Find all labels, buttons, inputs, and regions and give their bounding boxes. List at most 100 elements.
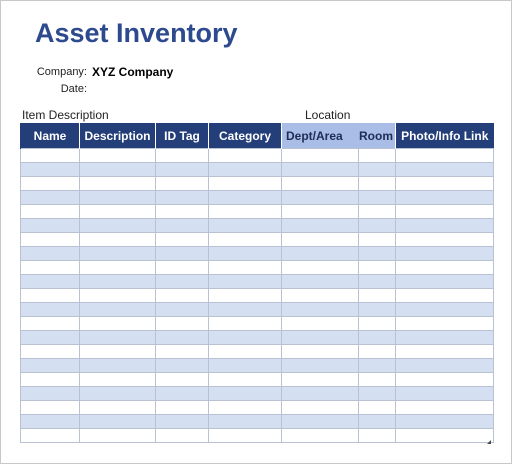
table-cell[interactable] <box>395 386 494 401</box>
table-cell[interactable] <box>395 148 494 163</box>
table-cell[interactable] <box>79 148 156 163</box>
table-cell[interactable] <box>281 218 359 233</box>
table-cell[interactable] <box>208 190 282 205</box>
table-cell[interactable] <box>358 372 396 387</box>
table-cell[interactable] <box>281 414 359 429</box>
table-cell[interactable] <box>358 218 396 233</box>
table-cell[interactable] <box>155 400 209 415</box>
table-cell[interactable] <box>395 344 494 359</box>
table-cell[interactable] <box>358 288 396 303</box>
table-cell[interactable] <box>281 372 359 387</box>
table-cell[interactable] <box>20 428 80 443</box>
table-cell[interactable] <box>358 274 396 289</box>
table-cell[interactable] <box>208 344 282 359</box>
table-cell[interactable] <box>155 386 209 401</box>
table-cell[interactable] <box>208 302 282 317</box>
table-cell[interactable] <box>395 288 494 303</box>
column-header-category[interactable]: Category <box>208 123 282 149</box>
table-cell[interactable] <box>20 386 80 401</box>
table-cell[interactable] <box>20 190 80 205</box>
table-cell[interactable] <box>79 232 156 247</box>
table-cell[interactable] <box>395 400 494 415</box>
table-cell[interactable] <box>281 288 359 303</box>
table-cell[interactable] <box>358 190 396 205</box>
table-cell[interactable] <box>281 232 359 247</box>
table-cell[interactable] <box>358 400 396 415</box>
table-cell[interactable] <box>79 274 156 289</box>
table-cell[interactable] <box>358 260 396 275</box>
table-cell[interactable] <box>155 330 209 345</box>
table-cell[interactable] <box>208 176 282 191</box>
table-cell[interactable] <box>208 232 282 247</box>
table-cell[interactable] <box>208 260 282 275</box>
table-cell[interactable] <box>358 428 396 443</box>
table-cell[interactable] <box>79 288 156 303</box>
table-cell[interactable] <box>395 428 494 443</box>
table-cell[interactable] <box>281 316 359 331</box>
table-cell[interactable] <box>155 288 209 303</box>
table-cell[interactable] <box>20 400 80 415</box>
table-cell[interactable] <box>395 302 494 317</box>
table-cell[interactable] <box>20 344 80 359</box>
table-cell[interactable] <box>281 386 359 401</box>
table-cell[interactable] <box>20 316 80 331</box>
table-cell[interactable] <box>358 414 396 429</box>
table-cell[interactable] <box>79 218 156 233</box>
table-cell[interactable] <box>79 358 156 373</box>
table-cell[interactable] <box>395 274 494 289</box>
table-cell[interactable] <box>395 260 494 275</box>
table-cell[interactable] <box>208 148 282 163</box>
table-cell[interactable] <box>20 246 80 261</box>
table-cell[interactable] <box>281 274 359 289</box>
table-cell[interactable] <box>79 260 156 275</box>
table-cell[interactable] <box>155 204 209 219</box>
table-cell[interactable] <box>358 386 396 401</box>
table-cell[interactable] <box>395 414 494 429</box>
table-cell[interactable] <box>281 148 359 163</box>
table-cell[interactable] <box>208 316 282 331</box>
table-cell[interactable] <box>358 344 396 359</box>
table-cell[interactable] <box>281 344 359 359</box>
column-header-photo-info-link[interactable]: Photo/Info Link <box>395 123 494 149</box>
table-cell[interactable] <box>20 302 80 317</box>
table-cell[interactable] <box>358 316 396 331</box>
column-header-id-tag[interactable]: ID Tag <box>155 123 209 149</box>
table-cell[interactable] <box>281 428 359 443</box>
table-cell[interactable] <box>358 148 396 163</box>
table-cell[interactable] <box>395 330 494 345</box>
table-cell[interactable] <box>20 358 80 373</box>
table-cell[interactable] <box>20 372 80 387</box>
table-cell[interactable] <box>155 414 209 429</box>
table-cell[interactable] <box>281 358 359 373</box>
table-cell[interactable] <box>155 344 209 359</box>
table-cell[interactable] <box>20 274 80 289</box>
table-cell[interactable] <box>79 316 156 331</box>
table-cell[interactable] <box>155 316 209 331</box>
table-cell[interactable] <box>155 428 209 443</box>
table-cell[interactable] <box>208 358 282 373</box>
table-cell[interactable] <box>395 316 494 331</box>
column-header-dept-area[interactable]: Dept/Area <box>281 123 359 149</box>
table-cell[interactable] <box>358 204 396 219</box>
table-cell[interactable] <box>395 204 494 219</box>
table-cell[interactable] <box>208 162 282 177</box>
table-cell[interactable] <box>79 428 156 443</box>
table-cell[interactable] <box>281 162 359 177</box>
table-cell[interactable] <box>79 372 156 387</box>
table-cell[interactable] <box>395 358 494 373</box>
table-cell[interactable] <box>155 176 209 191</box>
table-cell[interactable] <box>281 246 359 261</box>
table-cell[interactable] <box>155 246 209 261</box>
company-value[interactable]: XYZ Company <box>92 65 174 79</box>
table-cell[interactable] <box>358 176 396 191</box>
table-cell[interactable] <box>358 162 396 177</box>
table-cell[interactable] <box>20 218 80 233</box>
table-cell[interactable] <box>358 330 396 345</box>
table-cell[interactable] <box>208 372 282 387</box>
table-cell[interactable] <box>20 414 80 429</box>
table-cell[interactable] <box>79 344 156 359</box>
table-cell[interactable] <box>208 330 282 345</box>
table-cell[interactable] <box>281 190 359 205</box>
table-cell[interactable] <box>79 330 156 345</box>
table-cell[interactable] <box>20 148 80 163</box>
